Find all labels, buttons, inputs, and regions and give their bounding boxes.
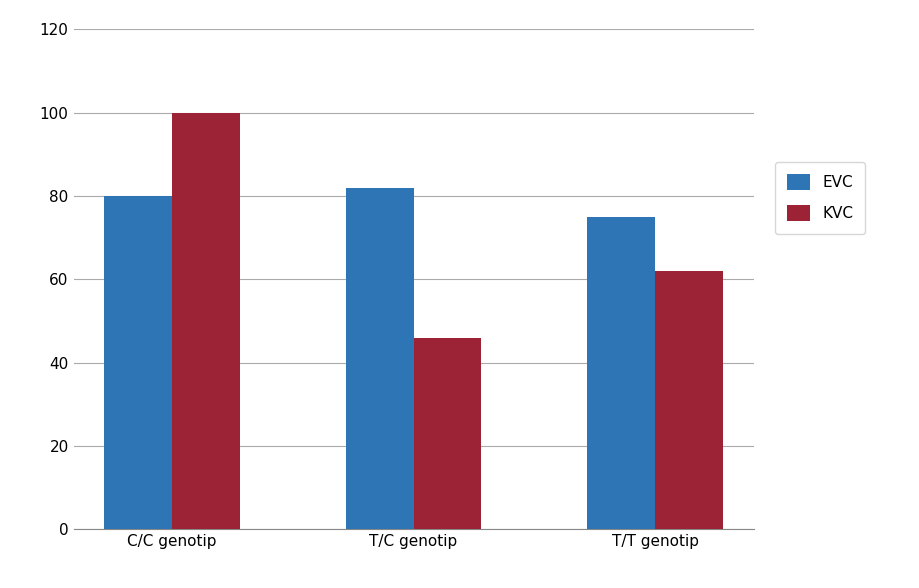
Bar xyxy=(587,217,655,529)
Bar xyxy=(414,338,482,529)
Bar xyxy=(105,196,172,529)
Bar xyxy=(346,188,414,529)
Bar xyxy=(655,271,722,529)
Bar xyxy=(172,113,240,529)
Legend: EVC, KVC: EVC, KVC xyxy=(775,162,866,233)
